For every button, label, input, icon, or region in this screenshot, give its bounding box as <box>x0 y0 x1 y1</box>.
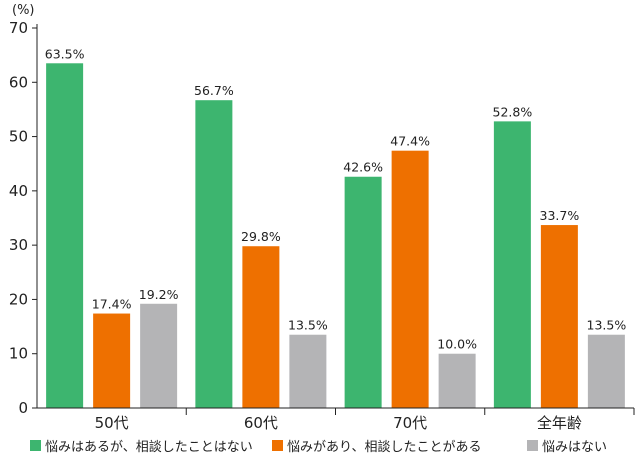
bar <box>195 100 233 408</box>
y-tick-label: 20 <box>9 290 28 308</box>
bar <box>289 334 327 408</box>
legend-label: 悩みはあるが、相談したことはない <box>45 439 253 455</box>
x-category-label: 70代 <box>393 414 427 432</box>
bar-data-label: 52.8% <box>493 104 533 119</box>
bar <box>391 150 429 408</box>
y-tick-label: 40 <box>9 182 28 200</box>
bar-data-label: 10.0% <box>437 337 477 352</box>
y-axis-unit-label: (%) <box>12 3 35 18</box>
bar <box>438 353 476 408</box>
x-category-label: 50代 <box>95 414 129 432</box>
bar <box>46 63 84 409</box>
bar-data-label: 13.5% <box>288 318 328 333</box>
bar-data-label: 33.7% <box>540 208 580 223</box>
bar-data-label: 13.5% <box>587 318 627 333</box>
bar-data-label: 47.4% <box>390 134 430 149</box>
y-tick-label: 0 <box>18 399 28 417</box>
y-tick-label: 70 <box>9 19 28 37</box>
x-category-label: 60代 <box>244 414 278 432</box>
bar-data-label: 17.4% <box>92 297 132 312</box>
y-tick-label: 50 <box>9 128 28 146</box>
legend-swatch <box>30 440 41 451</box>
bar-data-label: 42.6% <box>343 160 383 175</box>
legend-label: 悩みがあり、相談したことがある <box>287 439 481 455</box>
y-tick-label: 30 <box>9 236 28 254</box>
x-category-label: 全年齢 <box>537 414 582 432</box>
bar <box>540 225 578 408</box>
bar <box>493 121 531 408</box>
bar <box>587 334 625 408</box>
y-tick-label: 10 <box>9 345 28 363</box>
legend-swatch <box>272 440 283 451</box>
legend-swatch <box>527 440 538 451</box>
bar-data-label: 29.8% <box>241 229 281 244</box>
bar-data-label: 56.7% <box>194 83 234 98</box>
bar <box>344 176 382 408</box>
bar <box>93 313 131 408</box>
bar-data-label: 63.5% <box>45 46 85 61</box>
y-tick-label: 60 <box>9 73 28 91</box>
bar <box>140 303 178 408</box>
legend-label: 悩みはない <box>542 440 607 455</box>
bar-data-label: 19.2% <box>139 287 179 302</box>
bar <box>242 246 280 408</box>
